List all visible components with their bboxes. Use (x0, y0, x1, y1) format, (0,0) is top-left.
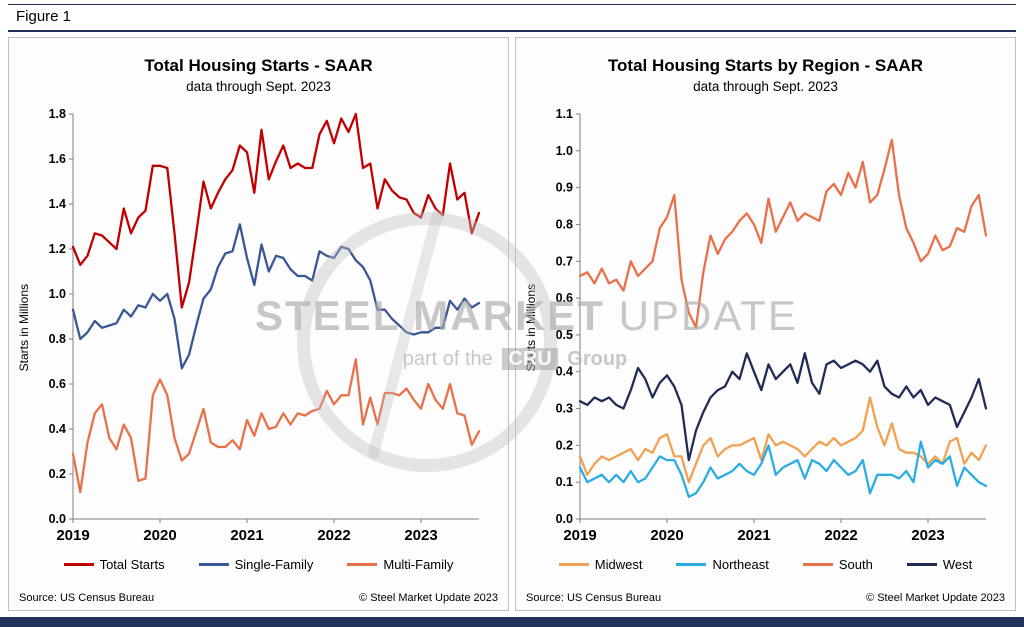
legend-item-west: West (906, 557, 973, 572)
legend-item-south: South (802, 557, 873, 572)
series-line-midwest (578, 396, 988, 484)
line-chart-total-housing-starts: 0.0 0.2 0.4 0.6 0.8 1.0 1.2 1.4 1.6 1.8 2019 2020 20… (49, 107, 481, 544)
y-tick-label: 0.2 (49, 467, 66, 481)
legend-swatch (802, 563, 833, 566)
legend-item-single-family: Single-Family (198, 557, 314, 572)
legend-swatch (63, 563, 94, 566)
y-axis-label: Starts in Millions (524, 283, 538, 372)
y-tick-label: 0.8 (49, 332, 66, 346)
y-tick-label: 1.0 (556, 144, 573, 158)
chart-panel-total-starts: Total Housing Starts - SAAR data through… (8, 37, 509, 611)
panel-footer: Source: US Census Bureau © Steel Market … (524, 592, 1007, 606)
y-tick-label: 0.4 (556, 365, 573, 379)
chart-area: Starts in Millions 0.0 0.1 0.2 0.3 0.4 0.5 0.6… (524, 100, 1007, 555)
chart-legend: Midwest Northeast South West (524, 557, 1007, 572)
x-tick-label: 2023 (404, 527, 437, 544)
legend-item-northeast: Northeast (676, 557, 769, 572)
legend-swatch (906, 563, 937, 566)
legend-label: Multi-Family (383, 557, 454, 572)
y-tick-label: 1.8 (49, 107, 66, 121)
top-rule (8, 4, 1016, 5)
series-line-single-family (71, 223, 481, 370)
y-tick-label: 0.7 (556, 254, 573, 268)
chart-legend: Total Starts Single-Family Multi-Family (17, 557, 500, 572)
legend-item-multi-family: Multi-Family (347, 557, 453, 572)
series-line-multi-family (71, 358, 481, 494)
chart-subtitle: data through Sept. 2023 (693, 79, 838, 94)
x-tick-label: 2019 (56, 527, 89, 544)
y-tick-label: 0.0 (49, 512, 66, 526)
legend-label: Northeast (712, 557, 769, 572)
legend-label: Midwest (594, 557, 643, 572)
y-tick-label: 0.2 (556, 438, 573, 452)
y-tick-label: 0.8 (556, 217, 573, 231)
chart-title: Total Housing Starts - SAAR (144, 56, 373, 75)
y-tick-label: 0.6 (49, 377, 66, 391)
charts-row: Total Housing Starts - SAAR data through… (8, 37, 1016, 611)
x-tick-label: 2020 (650, 527, 683, 544)
series-line-south (578, 138, 988, 329)
legend-swatch (198, 563, 229, 566)
legend-swatch (676, 563, 707, 566)
y-tick-label: 1.0 (49, 287, 66, 301)
x-tick-label: 2021 (737, 527, 770, 544)
y-tick-label: 0.3 (556, 402, 573, 416)
y-tick-label: 1.2 (49, 242, 66, 256)
y-tick-label: 0.1 (556, 475, 573, 489)
legend-swatch (347, 563, 378, 566)
y-tick-label: 0.9 (556, 181, 573, 195)
y-tick-label: 0.4 (49, 422, 66, 436)
y-tick-label: 0.0 (556, 512, 573, 526)
series-line-west (578, 352, 988, 462)
x-tick-label: 2019 (563, 527, 596, 544)
y-axis-label: Starts in Millions (17, 283, 31, 372)
y-tick-label: 0.5 (556, 328, 573, 342)
legend-label: Single-Family (234, 557, 314, 572)
x-tick-label: 2021 (230, 527, 263, 544)
copyright-note: © Steel Market Update 2023 (866, 592, 1005, 604)
y-tick-label: 1.1 (556, 107, 573, 121)
bottom-bar (0, 617, 1024, 627)
y-tick-label: 0.6 (556, 291, 573, 305)
chart-area: Starts in Millions 0.0 0.2 0.4 0.6 0.8 1.0 1.2… (17, 100, 500, 555)
x-tick-label: 2022 (824, 527, 857, 544)
legend-label: South (838, 557, 873, 572)
copyright-note: © Steel Market Update 2023 (359, 592, 498, 604)
chart-title: Total Housing Starts by Region - SAAR (607, 56, 924, 75)
source-note: Source: US Census Bureau (526, 592, 662, 604)
x-tick-label: 2020 (143, 527, 176, 544)
legend-item-total-starts: Total Starts (63, 557, 165, 572)
panel-footer: Source: US Census Bureau © Steel Market … (17, 592, 500, 606)
chart-subtitle: data through Sept. 2023 (186, 79, 331, 94)
legend-item-midwest: Midwest (558, 557, 643, 572)
series-line-total-starts (71, 112, 481, 309)
legend-label: Total Starts (99, 557, 165, 572)
x-tick-label: 2022 (317, 527, 350, 544)
series-line-northeast (578, 440, 988, 499)
y-tick-label: 1.6 (49, 152, 66, 166)
figure-label: Figure 1 (16, 8, 72, 25)
x-tick-label: 2023 (911, 527, 944, 544)
header-divider-rule (8, 30, 1016, 32)
legend-label: West (942, 557, 973, 572)
source-note: Source: US Census Bureau (19, 592, 155, 604)
line-chart-housing-starts-by-region: 0.0 0.1 0.2 0.3 0.4 0.5 0.6 0.7 0.8 0.9 1.0 1.1 2019… (556, 107, 988, 544)
chart-panel-region: Total Housing Starts by Region - SAAR da… (515, 37, 1016, 611)
legend-swatch (558, 563, 589, 566)
y-tick-label: 1.4 (49, 197, 66, 211)
